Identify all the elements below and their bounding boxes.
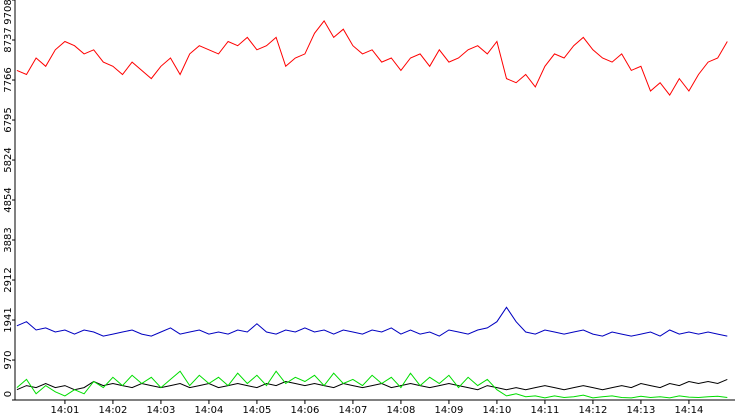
y-tick-label: 1941 bbox=[3, 307, 14, 332]
series-line bbox=[16, 378, 728, 391]
x-tick-label: 14:05 bbox=[243, 405, 272, 415]
series-line bbox=[16, 20, 728, 96]
y-tick-label: 3883 bbox=[3, 227, 14, 252]
series-line bbox=[16, 370, 728, 399]
y-tick-label: 7766 bbox=[3, 67, 14, 92]
y-tick-label: 970 bbox=[3, 350, 14, 369]
x-tick-label: 14:11 bbox=[531, 405, 560, 415]
x-tick-label: 14:02 bbox=[99, 405, 128, 415]
y-tick-label: 2912 bbox=[3, 267, 14, 292]
series-line bbox=[16, 306, 728, 337]
x-tick-label: 14:13 bbox=[627, 405, 656, 415]
y-tick-label: 6795 bbox=[3, 107, 14, 132]
x-tick-label: 14:08 bbox=[387, 405, 416, 415]
y-tick-label: 9708 bbox=[3, 0, 14, 25]
y-tick-label: 5824 bbox=[3, 147, 14, 172]
x-tick-label: 14:09 bbox=[435, 405, 464, 415]
y-tick-label: 8737 bbox=[3, 27, 14, 52]
x-tick-label: 14:14 bbox=[675, 405, 704, 415]
x-tick-label: 14:07 bbox=[339, 405, 368, 415]
x-tick-label: 14:10 bbox=[483, 405, 512, 415]
y-tick-label: 4854 bbox=[3, 187, 14, 212]
x-tick-label: 14:12 bbox=[579, 405, 608, 415]
y-tick-label: 0 bbox=[3, 391, 14, 397]
x-tick-label: 14:03 bbox=[147, 405, 176, 415]
x-tick-label: 14:04 bbox=[195, 405, 224, 415]
x-tick-label: 14:01 bbox=[51, 405, 80, 415]
x-tick-label: 14:06 bbox=[291, 405, 320, 415]
